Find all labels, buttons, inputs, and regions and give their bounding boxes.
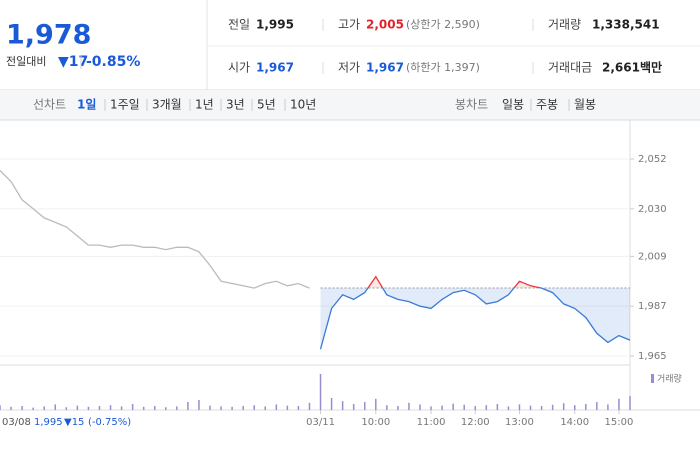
stat-label: 거래량 bbox=[548, 18, 581, 32]
stat-label: 전일 bbox=[228, 18, 250, 32]
period-tab[interactable]: 3년 bbox=[226, 98, 245, 112]
stat-value: 1,967 bbox=[366, 61, 404, 75]
stat-label: 고가 bbox=[338, 18, 360, 32]
y-tick-label: 2,030 bbox=[638, 204, 667, 215]
x-tick-label: 15:00 bbox=[605, 417, 634, 428]
change-label: 전일대비 bbox=[6, 54, 46, 68]
tab-bar bbox=[0, 90, 700, 120]
period-tab[interactable]: 1년 bbox=[195, 98, 214, 112]
legend-label: 거래량 bbox=[657, 373, 682, 385]
stat-label: 거래대금 bbox=[548, 61, 592, 75]
period-tab[interactable]: 1주일 bbox=[110, 98, 140, 112]
x-tick-label: 14:00 bbox=[560, 417, 589, 428]
x-tick-label: 13:00 bbox=[505, 417, 534, 428]
footer-change: ▼15 bbox=[64, 417, 84, 428]
stat-label: 저가 bbox=[338, 61, 360, 75]
line bbox=[367, 275, 544, 289]
y-tick-label: 2,009 bbox=[638, 251, 667, 262]
stat-value: 1,967 bbox=[256, 61, 294, 75]
price: 1,978 bbox=[6, 20, 91, 51]
x-tick-label: 12:00 bbox=[461, 417, 490, 428]
change-rate: -0.85% bbox=[86, 54, 140, 70]
y-tick-label: 1,987 bbox=[638, 301, 667, 312]
x-tick-label: 11:00 bbox=[417, 417, 446, 428]
stat-value: 1,338,541 bbox=[592, 18, 660, 32]
tab-group-label: 봉차트 bbox=[455, 98, 488, 112]
tabs: 선차트 1일 1주일 3개월 1년 3년 5년 10년 봉차트 일봉 주봉 월봉 bbox=[33, 98, 596, 112]
stat-label: 시가 bbox=[228, 61, 250, 75]
stat-note: (상한가 2,590) bbox=[406, 18, 480, 31]
footer-close: 1,995 bbox=[34, 417, 63, 428]
y-tick-label: 2,052 bbox=[638, 154, 667, 165]
area bbox=[367, 276, 542, 289]
stat-note: (하한가 1,397) bbox=[406, 60, 480, 74]
period-tab[interactable]: 5년 bbox=[257, 98, 276, 112]
line bbox=[0, 169, 310, 289]
period-tab[interactable]: 3개월 bbox=[152, 98, 182, 112]
tab-group-label: 선차트 bbox=[33, 98, 66, 112]
x-tick-label: 10:00 bbox=[361, 417, 390, 428]
footer-rate: (-0.75%) bbox=[88, 417, 131, 428]
stat-value: 2,005 bbox=[366, 18, 404, 32]
candle-tab[interactable]: 일봉 bbox=[502, 98, 524, 112]
candle-tab[interactable]: 월봉 bbox=[574, 98, 596, 112]
legend-swatch bbox=[651, 374, 654, 383]
area bbox=[320, 288, 630, 350]
x-tick-label: 03/11 bbox=[306, 417, 335, 428]
stat-unit: 백만 bbox=[640, 60, 662, 75]
candle-tab[interactable]: 주봉 bbox=[536, 98, 558, 112]
period-tab[interactable]: 10년 bbox=[290, 98, 316, 112]
y-tick-label: 1,965 bbox=[638, 351, 667, 362]
stats: 전일 1,995 고가 2,005 (상한가 2,590) 거래량 1,338,541 시가 1… bbox=[228, 18, 662, 75]
line bbox=[319, 288, 631, 350]
chart: 1,965 1,987 2,009 2,030 2,052 03/11 10:00 11:00… bbox=[0, 120, 700, 428]
stat-value: 1,995 bbox=[256, 18, 294, 32]
period-tab[interactable]: 1일 bbox=[77, 98, 96, 112]
footer-date: 03/08 bbox=[2, 417, 31, 428]
stat-value: 2,661 bbox=[602, 61, 640, 75]
change: ▼17 bbox=[58, 54, 88, 70]
